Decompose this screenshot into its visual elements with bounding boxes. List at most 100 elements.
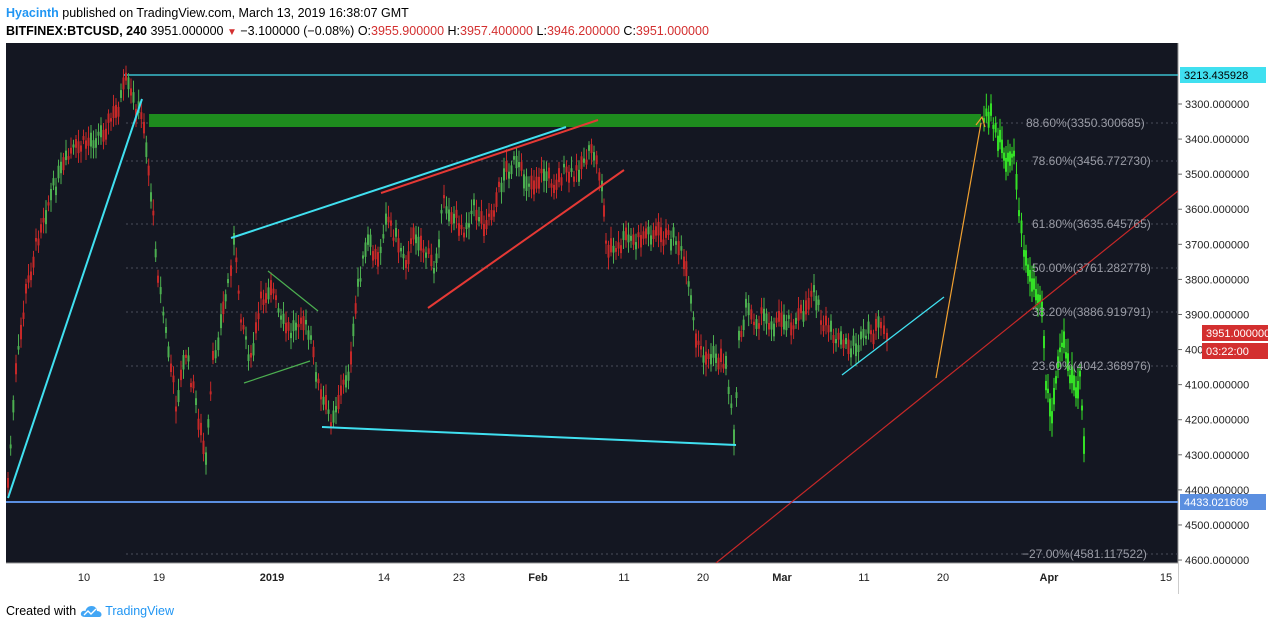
candle-body: [498, 181, 500, 188]
fib-level-label: 50.00%(3761.282778): [1032, 261, 1151, 275]
candle-body: [463, 232, 465, 238]
candle-body: [17, 346, 20, 350]
candle-body: [877, 316, 880, 328]
chart-area[interactable]: 3300.000000 3400.000000 3500.000000 3600.00…: [6, 43, 1268, 594]
candle-body: [622, 231, 625, 241]
candle-body: [60, 161, 62, 174]
candle-body: [280, 315, 282, 320]
author-link[interactable]: Hyacinth: [6, 6, 59, 20]
open-value: 3955.900000: [371, 24, 445, 38]
price-tick-label: 4200.000000: [1185, 415, 1249, 427]
candle-body: [90, 132, 92, 147]
candle-body: [227, 279, 229, 284]
candle-body: [655, 226, 657, 236]
candle-body: [357, 278, 359, 287]
plot-layer: [6, 65, 1178, 563]
candle-body: [813, 285, 815, 293]
candle-body: [97, 131, 100, 136]
candle-body: [558, 168, 560, 183]
candle-body: [992, 124, 995, 129]
candle-body: [32, 256, 35, 268]
candle-body: [35, 237, 37, 242]
last-price-tag: [1202, 325, 1268, 341]
countdown-label: 03:22:00: [1206, 346, 1249, 358]
candle-body: [110, 118, 112, 122]
candle-body: [580, 156, 583, 170]
candle-body: [605, 240, 607, 244]
candle-body: [377, 252, 379, 267]
fib-level-label: 38.20%(3886.919791): [1032, 305, 1151, 319]
candle-body: [292, 320, 295, 332]
candle-body: [140, 112, 143, 120]
candle-body: [1005, 157, 1007, 172]
candle-body: [427, 248, 430, 254]
candle-body: [445, 206, 448, 214]
candle-body: [143, 121, 145, 134]
candle-body: [342, 379, 345, 385]
candle-body: [760, 307, 763, 314]
price-chart[interactable]: 3300.000000 3400.000000 3500.000000 3600.00…: [6, 43, 1268, 594]
candle-body: [167, 346, 170, 358]
candle-body: [1027, 264, 1029, 276]
candle-body: [590, 144, 593, 154]
time-tick-label: 20: [937, 572, 949, 584]
candle-body: [753, 321, 755, 326]
candle-body: [652, 230, 655, 240]
candle-body: [670, 238, 672, 251]
price-tick-label: 4500.000000: [1185, 520, 1249, 532]
candle-body: [827, 325, 830, 333]
candle-body: [690, 295, 692, 304]
candle-body: [460, 224, 463, 230]
candle-body: [1015, 174, 1018, 190]
close-label: C:: [623, 24, 636, 38]
candle-body: [75, 139, 77, 148]
candle-body: [117, 106, 120, 117]
candle-body: [400, 247, 402, 252]
symbol-label[interactable]: BITFINEX:BTCUSD, 240: [6, 24, 147, 38]
candle-body: [595, 155, 598, 165]
fib-level-label: 88.60%(3350.300685): [1026, 116, 1145, 130]
candle-body: [415, 234, 417, 244]
candle-body: [22, 312, 25, 319]
candle-body: [1069, 374, 1071, 384]
candle-body: [347, 371, 350, 381]
candle-body: [260, 291, 262, 299]
candle-body: [867, 321, 870, 334]
orange-arrow-head-icon: [975, 115, 986, 128]
candle-body: [842, 339, 845, 349]
candle-body: [563, 163, 565, 168]
candle-body: [627, 234, 630, 243]
candle-body: [159, 287, 162, 295]
candle-body: [192, 381, 195, 389]
candle-body: [15, 363, 17, 375]
candle-body: [458, 223, 460, 236]
green-wedge-upper: [267, 270, 319, 312]
candle-body: [1035, 289, 1037, 301]
candle-body: [765, 313, 768, 324]
candle-body: [257, 313, 260, 320]
candle-body: [700, 345, 702, 350]
tradingview-brand[interactable]: TradingView: [79, 600, 174, 622]
candle-body: [515, 155, 518, 169]
candle-body: [1073, 375, 1075, 391]
candle-body: [578, 169, 580, 182]
publish-info: published on TradingView.com, March 13, …: [62, 6, 409, 20]
candle-body: [802, 311, 805, 322]
candle-body: [725, 355, 727, 369]
brand-label: TradingView: [105, 604, 174, 618]
candle-body: [354, 303, 357, 314]
candle-body: [152, 210, 155, 216]
footer: Created with TradingView: [6, 600, 174, 622]
candle-body: [52, 178, 55, 186]
candle-body: [330, 422, 332, 428]
candle-body: [214, 350, 217, 359]
price-tick-label: 3700.000000: [1185, 239, 1249, 251]
price-tick-label: 4600.000000: [1185, 555, 1249, 567]
candle-body: [510, 165, 513, 175]
candle-body: [120, 90, 122, 98]
candle-body: [667, 230, 670, 235]
candle-body: [730, 403, 733, 408]
candle-body: [42, 217, 45, 223]
candle-body: [548, 167, 550, 179]
candle-body: [385, 213, 387, 225]
